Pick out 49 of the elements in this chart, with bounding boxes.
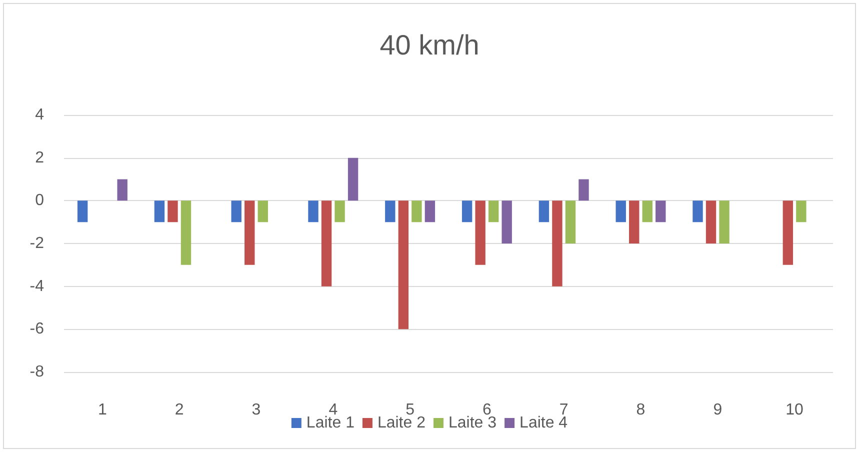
bar — [424, 200, 436, 222]
legend-label: Laite 4 — [520, 414, 568, 432]
bar — [578, 179, 589, 201]
bar — [656, 200, 666, 222]
bar — [782, 200, 794, 265]
y-tick-label: -6 — [30, 320, 44, 338]
bar — [244, 200, 255, 265]
bar — [552, 200, 562, 286]
bar — [616, 200, 626, 222]
y-tick-label: 4 — [35, 106, 44, 124]
x-tick-label: 3 — [252, 402, 261, 418]
bar — [412, 200, 422, 222]
bar — [502, 200, 512, 244]
bar — [258, 200, 268, 222]
bar — [692, 200, 703, 222]
bar — [488, 200, 499, 222]
y-tick-label: -2 — [30, 235, 44, 252]
y-tick-label: 2 — [35, 149, 44, 166]
bar — [538, 200, 550, 222]
x-tick-label: 10 — [786, 402, 804, 418]
bar — [796, 200, 806, 222]
x-tick-label: 9 — [713, 402, 722, 418]
bar — [475, 200, 486, 265]
bar — [231, 200, 242, 222]
y-tick-label: 0 — [35, 192, 44, 210]
x-tick-label: 8 — [636, 402, 646, 418]
bar — [719, 200, 730, 244]
bar — [168, 200, 178, 222]
bar — [385, 200, 396, 222]
bar — [398, 200, 409, 330]
chart-title: 40 km/h — [380, 30, 480, 60]
bar — [334, 200, 345, 222]
bar — [348, 158, 358, 201]
bar — [565, 200, 576, 244]
legend-label: Laite 3 — [448, 414, 497, 432]
y-tick-label: -8 — [30, 364, 44, 380]
bar — [321, 200, 332, 286]
bar — [629, 200, 640, 244]
bar — [117, 179, 128, 201]
x-tick-label: 2 — [174, 402, 184, 418]
bar — [642, 200, 652, 222]
x-tick-label: 1 — [98, 402, 107, 418]
bar — [154, 200, 165, 222]
bar — [462, 200, 472, 222]
bar — [77, 200, 88, 222]
bar — [706, 200, 716, 244]
y-tick-label: -4 — [30, 278, 44, 295]
bar — [308, 200, 318, 222]
bar — [180, 200, 192, 265]
